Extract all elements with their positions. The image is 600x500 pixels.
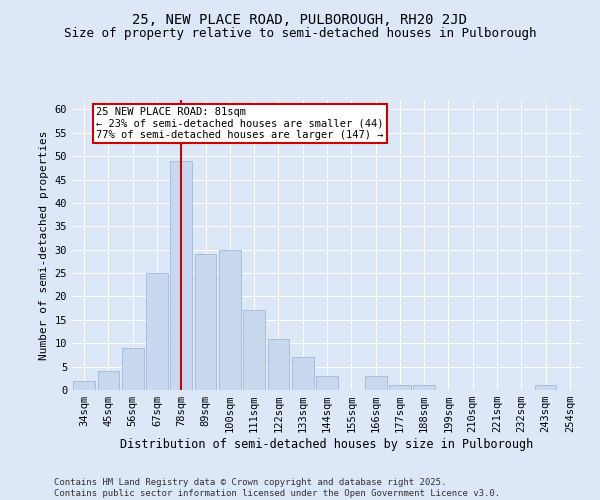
Bar (194, 254, 217, 390)
Bar (146, 273, 168, 390)
Bar (413, 386, 435, 390)
Text: Contains HM Land Registry data © Crown copyright and database right 2025.
Contai: Contains HM Land Registry data © Crown c… (54, 478, 500, 498)
Bar (268, 338, 289, 390)
Bar (219, 250, 241, 390)
Bar (170, 161, 192, 390)
Bar (97, 372, 119, 390)
Text: 25, NEW PLACE ROAD, PULBOROUGH, RH20 2JD: 25, NEW PLACE ROAD, PULBOROUGH, RH20 2JD (133, 12, 467, 26)
Text: Size of property relative to semi-detached houses in Pulborough: Size of property relative to semi-detach… (64, 28, 536, 40)
Bar (73, 380, 95, 390)
Y-axis label: Number of semi-detached properties: Number of semi-detached properties (39, 130, 49, 360)
Bar (535, 386, 556, 390)
Bar (292, 358, 314, 390)
Bar (389, 386, 411, 390)
Bar (316, 376, 338, 390)
X-axis label: Distribution of semi-detached houses by size in Pulborough: Distribution of semi-detached houses by … (121, 438, 533, 451)
Bar (365, 376, 386, 390)
Bar (243, 310, 265, 390)
Text: 25 NEW PLACE ROAD: 81sqm
← 23% of semi-detached houses are smaller (44)
77% of s: 25 NEW PLACE ROAD: 81sqm ← 23% of semi-d… (96, 107, 384, 140)
Bar (122, 348, 143, 390)
